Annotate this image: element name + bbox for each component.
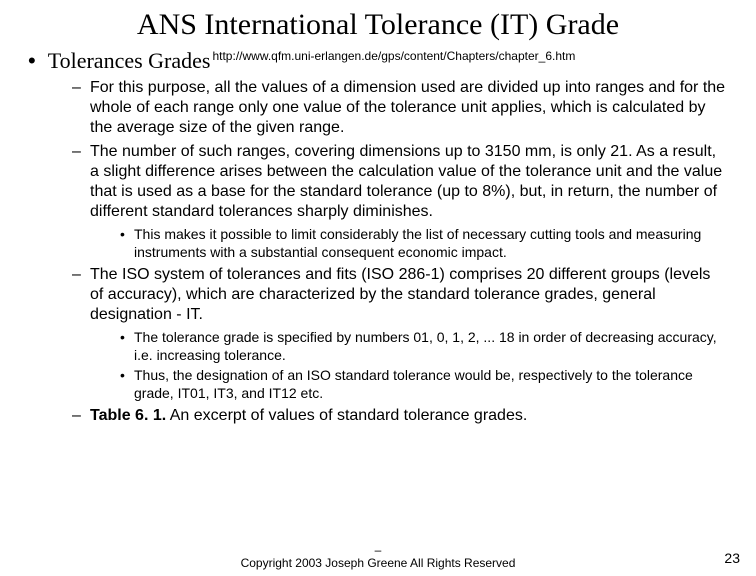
url-text: http://www.qfm.uni-erlangen.de/gps/conte… bbox=[212, 49, 575, 63]
level3-list: This makes it possible to limit consider… bbox=[90, 226, 728, 261]
item-text: The number of such ranges, covering dime… bbox=[90, 143, 722, 220]
list-item: For this purpose, all the values of a di… bbox=[72, 78, 728, 138]
list-item: The ISO system of tolerances and fits (I… bbox=[72, 265, 728, 402]
item-text: The ISO system of tolerances and fits (I… bbox=[90, 266, 710, 323]
level3-list: The tolerance grade is specified by numb… bbox=[90, 329, 728, 402]
item-text: For this purpose, all the values of a di… bbox=[90, 79, 725, 136]
page-number: 23 bbox=[724, 550, 740, 566]
footer-dash: – bbox=[0, 544, 756, 556]
list-item: Table 6. 1. An excerpt of values of stan… bbox=[72, 406, 728, 426]
list-item: The number of such ranges, covering dime… bbox=[72, 142, 728, 261]
list-item: Thus, the designation of an ISO standard… bbox=[120, 367, 728, 402]
footer: – Copyright 2003 Joseph Greene All Right… bbox=[0, 544, 756, 570]
level1-bullet: • Tolerances Grades http://www.qfm.uni-e… bbox=[28, 48, 728, 426]
page-title: ANS International Tolerance (IT) Grade bbox=[28, 8, 728, 42]
level2-list: For this purpose, all the values of a di… bbox=[28, 78, 728, 426]
item-bold: Table 6. 1. bbox=[90, 407, 166, 424]
bullet-icon: • bbox=[28, 50, 36, 72]
item-text: The tolerance grade is specified by numb… bbox=[134, 329, 717, 363]
footer-copyright: Copyright 2003 Joseph Greene All Rights … bbox=[241, 556, 516, 570]
item-text: This makes it possible to limit consider… bbox=[134, 226, 701, 260]
item-text: Thus, the designation of an ISO standard… bbox=[134, 367, 693, 401]
list-item: The tolerance grade is specified by numb… bbox=[120, 329, 728, 364]
list-item: This makes it possible to limit consider… bbox=[120, 226, 728, 261]
level1-text: Tolerances Grades bbox=[48, 48, 211, 74]
slide: ANS International Tolerance (IT) Grade •… bbox=[0, 0, 756, 576]
item-text: An excerpt of values of standard toleran… bbox=[166, 407, 527, 424]
